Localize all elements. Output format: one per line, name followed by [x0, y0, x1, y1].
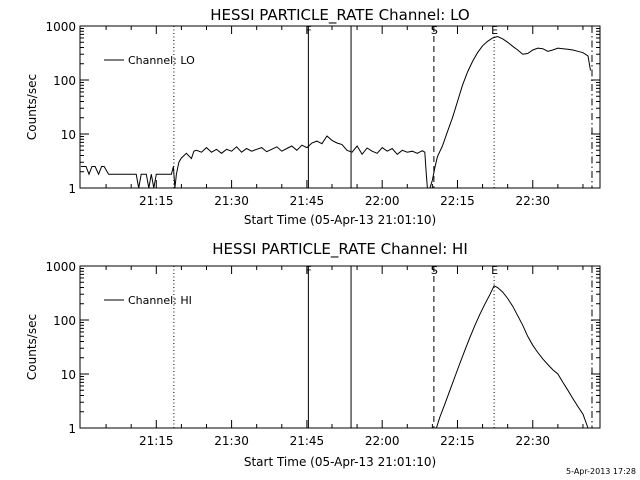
y-axis-label: Counts/sec [25, 314, 39, 380]
x-tick-label: 22:00 [365, 434, 400, 448]
y-axis-label: Counts/sec [25, 74, 39, 140]
x-tick-label: 21:15 [139, 194, 174, 208]
y-tick-label: 1000 [45, 260, 76, 274]
series-line-lo [81, 35, 591, 189]
legend-label: Channel: HI [128, 294, 192, 307]
x-tick-label: 22:15 [440, 194, 475, 208]
x-tick-label: 22:30 [515, 194, 550, 208]
marker-label: S [431, 264, 438, 277]
y-tick-label: 100 [53, 74, 76, 88]
plot-frame [79, 265, 601, 429]
x-tick-label: 21:45 [290, 434, 325, 448]
y-tick-label: 10 [61, 368, 76, 382]
y-tick-label: 100 [53, 314, 76, 328]
plot-frame [79, 25, 601, 189]
x-tick-label: 22:15 [440, 434, 475, 448]
marker-label: F [305, 264, 311, 277]
y-tick-label: 10 [61, 128, 76, 142]
marker-label: E [491, 24, 498, 37]
x-tick-label: 22:30 [515, 434, 550, 448]
x-tick-label: 21:30 [214, 434, 249, 448]
marker-label: F [305, 24, 311, 37]
x-axis-label: Start Time (05-Apr-13 21:01:10) [244, 213, 436, 227]
y-tick-label: 1000 [45, 20, 76, 34]
chart-title: HESSI PARTICLE_RATE Channel: HI [212, 240, 468, 259]
marker-label: E [491, 264, 498, 277]
y-tick-label: 1 [68, 182, 76, 196]
marker-label: S [431, 24, 438, 37]
x-tick-label: 21:15 [139, 434, 174, 448]
x-tick-label: 22:00 [365, 194, 400, 208]
y-tick-label: 1 [68, 422, 76, 436]
series-line-hi [435, 285, 589, 429]
x-tick-label: 21:30 [214, 194, 249, 208]
timestamp-stamp: 5-Apr-2013 17:28 [566, 467, 636, 476]
panel-hi: HESSI PARTICLE_RATE Channel: HI 21:15 21:3… [25, 240, 601, 469]
chart-title: HESSI PARTICLE_RATE Channel: LO [210, 6, 469, 25]
x-tick-label: 21:45 [290, 194, 325, 208]
x-axis-label: Start Time (05-Apr-13 21:01:10) [244, 455, 436, 469]
panel-lo: HESSI PARTICLE_RATE Channel: LO 21:15 21:3… [25, 6, 601, 227]
legend-label: Channel: LO [128, 54, 195, 67]
